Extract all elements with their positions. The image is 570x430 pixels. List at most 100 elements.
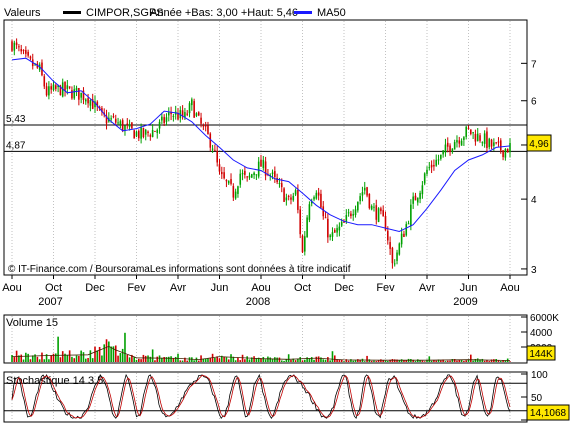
volume-bar xyxy=(36,356,39,362)
volume-bar xyxy=(414,361,417,362)
candle-body xyxy=(400,233,403,245)
candle-body xyxy=(405,224,408,236)
x-month-label: Dec xyxy=(85,282,105,294)
candle-body xyxy=(301,235,304,253)
volume-bar xyxy=(460,359,463,362)
candle-body xyxy=(13,42,16,51)
candle-body xyxy=(465,126,467,137)
candle-body xyxy=(133,130,135,139)
volume-bar xyxy=(472,360,474,362)
candle-body xyxy=(391,247,394,264)
x-year-label: 2007 xyxy=(38,296,62,308)
candle-body xyxy=(55,85,57,89)
last-value-label: 4,96 xyxy=(529,139,549,150)
x-year-label: 2009 xyxy=(453,296,477,308)
candle-body xyxy=(327,218,329,238)
candle-body xyxy=(470,129,472,134)
candle-body xyxy=(121,120,124,131)
volume-bar xyxy=(481,358,484,362)
volume-bar xyxy=(151,349,154,362)
volume-bar xyxy=(333,355,336,362)
volume-bar xyxy=(405,360,408,362)
volume-bar xyxy=(354,360,357,362)
stochastic-panel: Stochastique 14 3 5 100 50 14,1068 xyxy=(3,370,570,423)
volume-bar xyxy=(396,359,398,362)
volume-bar xyxy=(370,360,373,362)
candle-body xyxy=(117,122,119,124)
volume-bar xyxy=(359,359,361,362)
candle-body xyxy=(244,170,246,175)
volume-bar xyxy=(345,359,348,362)
candle-body xyxy=(280,183,283,188)
volume-bar xyxy=(144,355,147,362)
candle-body xyxy=(308,204,311,220)
candle-body xyxy=(57,85,59,88)
volume-bar xyxy=(29,359,32,362)
reference-line-label: 4,87 xyxy=(6,140,26,151)
volume-bar xyxy=(470,354,472,362)
volume-bar xyxy=(260,358,262,362)
candle-body xyxy=(313,197,315,200)
candle-body xyxy=(253,172,255,176)
volume-bar xyxy=(94,346,96,362)
volume-bar xyxy=(380,359,382,362)
volume-bar xyxy=(347,360,350,362)
volume-bar xyxy=(232,356,235,362)
candle-body xyxy=(114,118,117,123)
candle-body xyxy=(442,150,444,155)
x-month-label: Oct xyxy=(294,282,311,294)
candle-body xyxy=(225,179,228,182)
candle-body xyxy=(463,137,465,141)
candle-body xyxy=(188,103,191,114)
volume-bar xyxy=(80,350,82,362)
candle-body xyxy=(156,129,159,133)
volume-bar xyxy=(384,360,387,362)
candle-body xyxy=(223,172,225,179)
price-panel: 5,434,87 34567 © IT-Finance.com / Bourso… xyxy=(3,19,552,276)
reference-line-label: 5,43 xyxy=(6,114,26,125)
volume-bar xyxy=(124,332,126,362)
candle-body xyxy=(354,209,357,216)
candle-body xyxy=(269,174,272,176)
candle-body xyxy=(184,112,186,118)
volume-bar xyxy=(324,359,327,362)
candle-body xyxy=(271,172,274,174)
candle-body xyxy=(218,164,221,172)
volume-bar xyxy=(271,359,274,362)
candle-body xyxy=(509,143,511,153)
candle-body xyxy=(299,209,301,235)
candle-body xyxy=(483,133,486,144)
volume-bar xyxy=(158,355,161,362)
volume-bar xyxy=(174,356,177,362)
candle-body xyxy=(230,179,232,184)
volume-bar xyxy=(310,357,313,362)
volume-bar xyxy=(278,357,281,362)
volume-bar xyxy=(317,356,320,362)
candle-body xyxy=(48,86,50,96)
candle-body xyxy=(333,230,336,233)
volume-bar xyxy=(133,357,135,362)
volume-bar xyxy=(269,357,272,362)
volume-bar xyxy=(214,357,216,362)
volume-bar xyxy=(246,356,248,362)
candle-body xyxy=(22,49,25,51)
candle-body xyxy=(154,130,156,132)
stochastic-last-label: 14,1068 xyxy=(530,408,567,419)
ma50-line xyxy=(11,57,511,233)
candle-body xyxy=(237,186,239,194)
candle-body xyxy=(467,127,470,129)
volume-bar xyxy=(329,360,331,362)
volume-bar xyxy=(320,357,322,362)
volume-bar xyxy=(292,358,295,362)
volume-bar xyxy=(421,360,424,362)
candle-body xyxy=(80,92,82,98)
volume-bar xyxy=(352,360,355,362)
candle-body xyxy=(172,115,175,117)
volume-bar xyxy=(453,359,456,362)
stochastic-y-axis: 100 50 xyxy=(521,370,548,421)
candle-body xyxy=(20,49,23,52)
candle-body xyxy=(504,149,507,158)
candle-body xyxy=(304,236,306,252)
volume-bar xyxy=(209,357,212,362)
volume-bar xyxy=(440,360,442,362)
